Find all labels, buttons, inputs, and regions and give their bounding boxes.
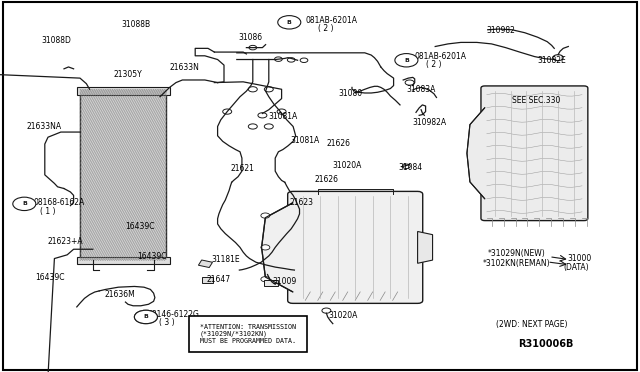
Circle shape <box>223 109 232 114</box>
Text: 08146-6122G: 08146-6122G <box>147 310 199 319</box>
Text: 21621: 21621 <box>230 164 254 173</box>
Circle shape <box>134 310 157 324</box>
Text: ( 2 ): ( 2 ) <box>426 60 442 69</box>
Text: ( 1 ): ( 1 ) <box>40 207 56 216</box>
Text: 21623: 21623 <box>289 198 314 207</box>
Bar <box>198 260 212 267</box>
Text: 21647: 21647 <box>207 275 231 283</box>
Circle shape <box>261 277 270 282</box>
Text: *3102KN(REMAN): *3102KN(REMAN) <box>483 259 551 268</box>
Bar <box>264 280 278 286</box>
Circle shape <box>275 57 282 61</box>
Text: 31000: 31000 <box>567 254 591 263</box>
Text: 21626: 21626 <box>326 139 351 148</box>
Bar <box>77 87 170 95</box>
Circle shape <box>13 197 36 211</box>
Text: 31082E: 31082E <box>538 56 566 65</box>
Text: 21626: 21626 <box>315 175 339 184</box>
Circle shape <box>134 310 157 324</box>
Text: 31080: 31080 <box>338 89 362 98</box>
Text: 081AB-6201A: 081AB-6201A <box>306 16 358 25</box>
Text: 31084: 31084 <box>398 163 422 172</box>
Circle shape <box>405 80 414 85</box>
Text: 31020A: 31020A <box>328 311 358 320</box>
Circle shape <box>264 124 273 129</box>
Circle shape <box>261 213 270 218</box>
Text: 310982: 310982 <box>486 26 515 35</box>
Bar <box>202 277 213 283</box>
Text: 21633NA: 21633NA <box>27 122 62 131</box>
Text: 310982A: 310982A <box>413 118 447 126</box>
Circle shape <box>395 54 418 67</box>
FancyBboxPatch shape <box>481 86 588 221</box>
Text: 16439C: 16439C <box>35 273 65 282</box>
Circle shape <box>258 113 267 118</box>
Text: SEE SEC.330: SEE SEC.330 <box>512 96 561 105</box>
Text: 31081A: 31081A <box>269 112 298 121</box>
Text: ( 2 ): ( 2 ) <box>318 24 333 33</box>
Text: B: B <box>143 314 148 320</box>
Text: *ATTENTION: TRANSMISSION
(*31029N/*3102KN)
MUST BE PROGRAMMED DATA.: *ATTENTION: TRANSMISSION (*31029N/*3102K… <box>200 324 296 344</box>
Bar <box>77 257 170 264</box>
Text: 081AB-6201A: 081AB-6201A <box>415 52 467 61</box>
Circle shape <box>287 58 295 62</box>
Circle shape <box>261 245 270 250</box>
Text: 31083A: 31083A <box>406 85 436 94</box>
Circle shape <box>248 87 257 92</box>
Text: 16439C: 16439C <box>125 222 154 231</box>
Text: 21633N: 21633N <box>170 63 200 72</box>
Text: 31088D: 31088D <box>42 36 72 45</box>
Circle shape <box>249 45 257 50</box>
Text: ( 3 ): ( 3 ) <box>159 318 174 327</box>
Text: 31181E: 31181E <box>211 255 240 264</box>
Text: 21636M: 21636M <box>104 290 135 299</box>
Polygon shape <box>467 108 485 199</box>
Polygon shape <box>418 231 433 263</box>
Text: 21305Y: 21305Y <box>114 70 143 79</box>
Text: 31020A: 31020A <box>333 161 362 170</box>
Circle shape <box>264 87 273 92</box>
Text: *31029N(NEW): *31029N(NEW) <box>488 249 545 258</box>
Text: 31088B: 31088B <box>122 20 151 29</box>
Circle shape <box>322 308 331 313</box>
Text: 31081A: 31081A <box>290 136 319 145</box>
Circle shape <box>553 55 563 61</box>
Circle shape <box>248 124 257 129</box>
Text: 31009: 31009 <box>272 278 296 286</box>
Text: B: B <box>404 58 409 63</box>
Text: 31086: 31086 <box>238 33 262 42</box>
Circle shape <box>277 109 286 114</box>
Text: 16439C: 16439C <box>138 252 167 261</box>
Text: (2WD: NEXT PAGE): (2WD: NEXT PAGE) <box>496 320 568 329</box>
Text: (DATA): (DATA) <box>563 263 589 272</box>
FancyBboxPatch shape <box>288 191 423 304</box>
Text: B: B <box>287 20 292 25</box>
Text: 21623+A: 21623+A <box>48 237 84 246</box>
Bar <box>80 89 166 260</box>
Text: R310006B: R310006B <box>518 339 574 349</box>
Circle shape <box>278 16 301 29</box>
Polygon shape <box>262 203 293 292</box>
Bar <box>189 316 307 352</box>
Text: 08168-6162A: 08168-6162A <box>33 198 84 207</box>
Text: B: B <box>143 314 148 320</box>
Circle shape <box>403 164 410 169</box>
Circle shape <box>300 58 308 62</box>
Text: B: B <box>22 201 27 206</box>
